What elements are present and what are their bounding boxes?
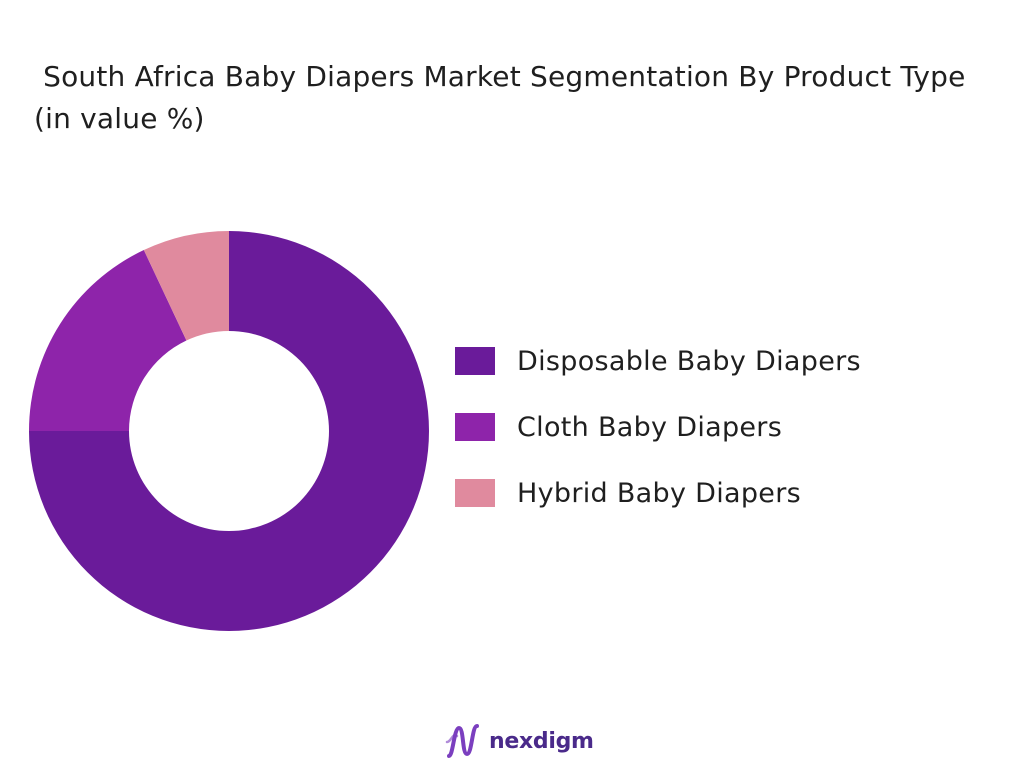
donut-slice-hybrid-baby-diapers [143, 231, 229, 341]
legend-label: Hybrid Baby Diapers [517, 477, 801, 509]
brand-name: nexdigm [489, 728, 594, 754]
legend-swatch [455, 413, 495, 441]
brand-footer: nexdigm [445, 722, 594, 760]
nexdigm-wave-logo-icon [445, 724, 479, 758]
legend-item: Disposable Baby Diapers [455, 328, 861, 394]
chart-legend: Disposable Baby Diapers Cloth Baby Diaper… [455, 328, 861, 526]
chart-title: South Africa Baby Diapers Market Segment… [34, 60, 975, 135]
donut-slice-cloth-baby-diapers [29, 250, 187, 431]
legend-label: Disposable Baby Diapers [517, 345, 861, 377]
legend-item: Hybrid Baby Diapers [455, 460, 861, 526]
legend-swatch [455, 479, 495, 507]
donut-slice-disposable-baby-diapers [29, 231, 429, 631]
legend-swatch [455, 347, 495, 375]
legend-item: Cloth Baby Diapers [455, 394, 861, 460]
legend-label: Cloth Baby Diapers [517, 411, 783, 443]
